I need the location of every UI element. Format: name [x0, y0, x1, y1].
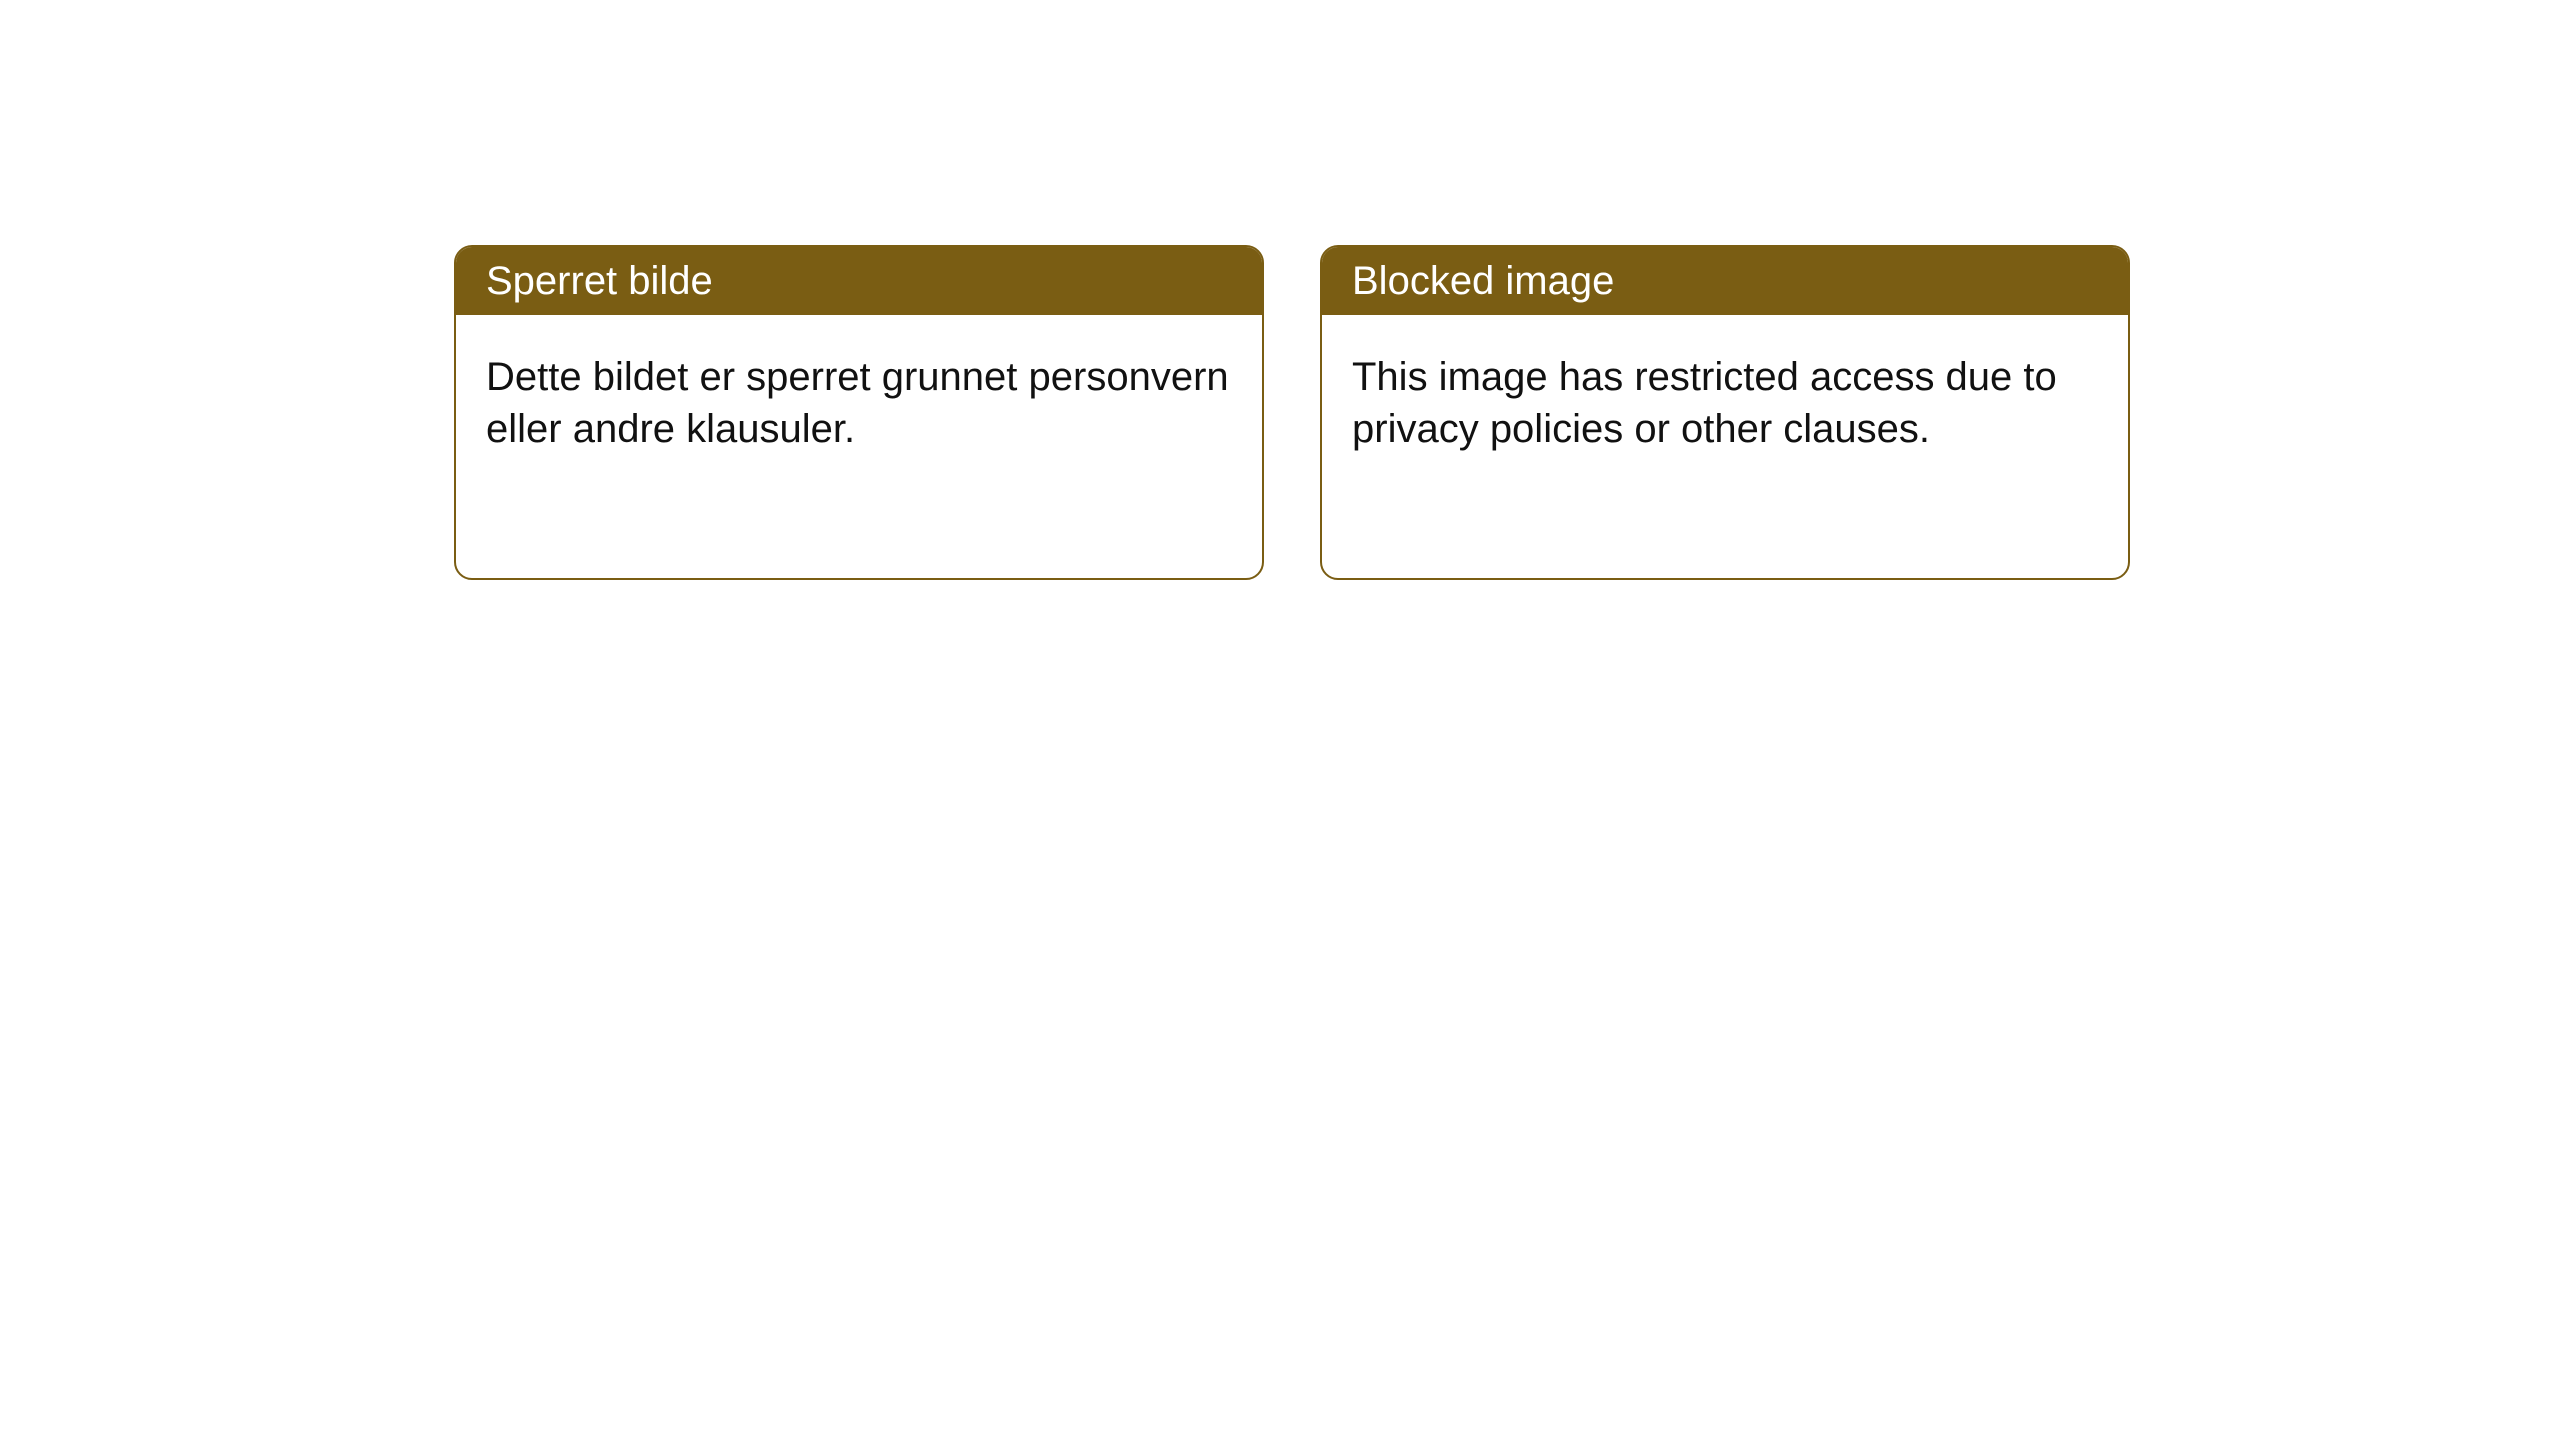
notice-body-text: Dette bildet er sperret grunnet personve…	[486, 355, 1229, 451]
notice-body-text: This image has restricted access due to …	[1352, 355, 2057, 451]
notice-title: Sperret bilde	[486, 259, 713, 303]
notice-header: Sperret bilde	[456, 247, 1262, 315]
notice-body: This image has restricted access due to …	[1322, 315, 2128, 485]
notice-header: Blocked image	[1322, 247, 2128, 315]
notice-body: Dette bildet er sperret grunnet personve…	[456, 315, 1262, 485]
notice-container: Sperret bilde Dette bildet er sperret gr…	[0, 0, 2560, 580]
notice-title: Blocked image	[1352, 259, 1614, 303]
notice-card-english: Blocked image This image has restricted …	[1320, 245, 2130, 580]
notice-card-norwegian: Sperret bilde Dette bildet er sperret gr…	[454, 245, 1264, 580]
